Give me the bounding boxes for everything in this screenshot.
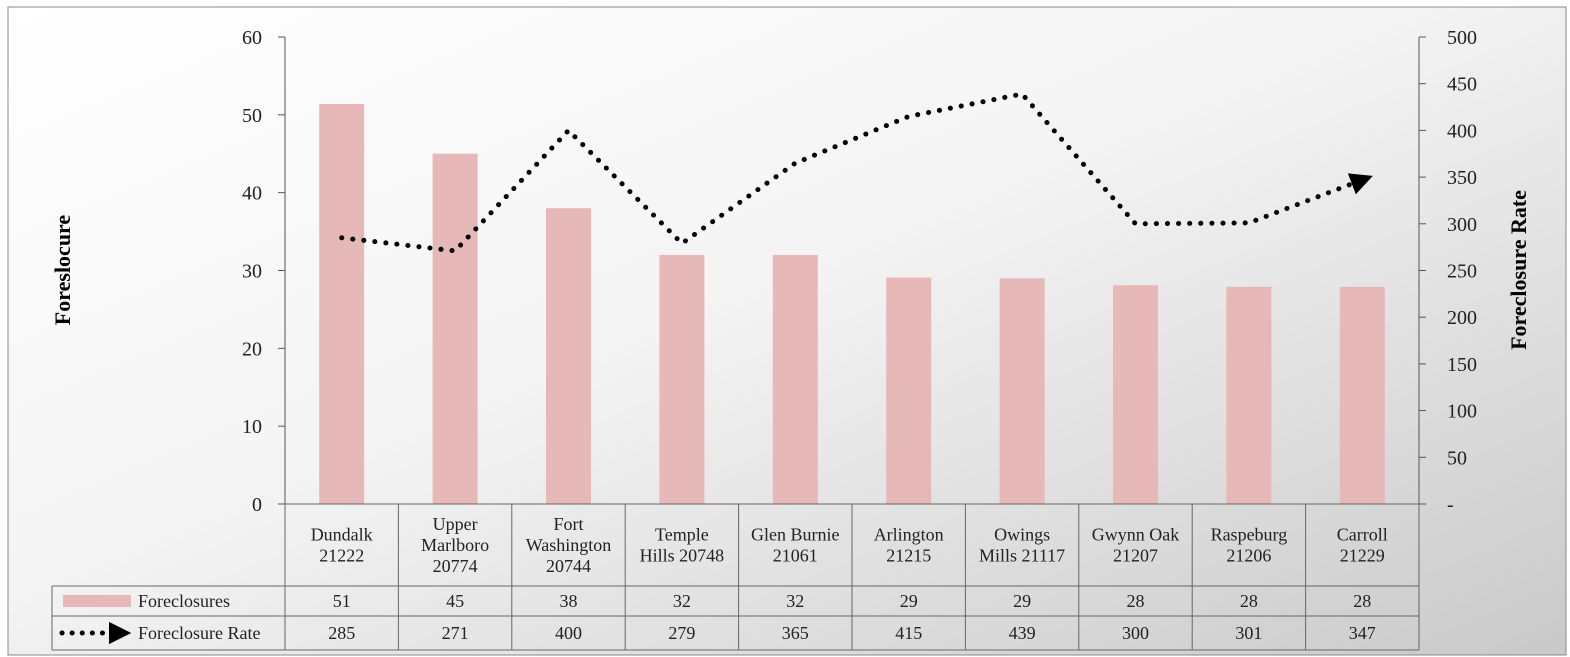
bar-foreclosures xyxy=(546,208,591,504)
table-value-foreclosure-rate: 285 xyxy=(328,623,355,643)
y-axis-title-left: Foreslocure xyxy=(50,215,75,326)
category-label: Dundalk xyxy=(311,525,373,545)
bar-foreclosures xyxy=(659,254,705,504)
table-value-foreclosures: 29 xyxy=(900,591,918,611)
category-label: Mills 21117 xyxy=(979,546,1065,566)
legend-label-foreclosure-rate: Foreclosure Rate xyxy=(138,623,260,643)
bar-foreclosures xyxy=(1339,286,1385,504)
right-tick-label: 450 xyxy=(1447,74,1477,96)
table-value-foreclosure-rate: 439 xyxy=(1009,623,1036,643)
right-tick-label: 400 xyxy=(1447,120,1477,142)
category-label: Upper xyxy=(433,514,478,534)
table-value-foreclosures: 28 xyxy=(1240,591,1258,611)
category-label: Hills 20748 xyxy=(640,546,725,566)
category-label: Fort xyxy=(553,514,583,534)
category-label: 21061 xyxy=(773,546,818,566)
right-tick-label: - xyxy=(1447,494,1454,516)
category-label: Marlboro xyxy=(421,535,489,555)
category-label: 20744 xyxy=(546,556,591,576)
table-value-foreclosures: 29 xyxy=(1013,591,1031,611)
left-tick-label: 10 xyxy=(242,416,262,438)
right-tick-label: 200 xyxy=(1447,307,1477,329)
category-label: Gwynn Oak xyxy=(1092,525,1180,545)
bar-foreclosures xyxy=(999,278,1045,504)
right-tick-label: 100 xyxy=(1447,401,1477,423)
left-tick-label: 0 xyxy=(252,494,262,516)
category-label: 21215 xyxy=(886,546,931,566)
table-value-foreclosure-rate: 271 xyxy=(442,623,469,643)
left-tick-label: 50 xyxy=(242,105,262,127)
table-value-foreclosure-rate: 415 xyxy=(895,623,922,643)
bars-layer xyxy=(319,103,1385,504)
category-label: Raspeburg xyxy=(1211,525,1288,545)
category-label: 20774 xyxy=(433,556,478,576)
foreclosure-rate-line xyxy=(339,91,1373,254)
legend-swatch-foreclosures xyxy=(63,595,131,607)
category-label: 21229 xyxy=(1340,546,1385,566)
category-label: 21207 xyxy=(1113,546,1158,566)
table-value-foreclosure-rate: 279 xyxy=(668,623,695,643)
table-value-foreclosure-rate: 365 xyxy=(782,623,809,643)
left-tick-label: 30 xyxy=(242,261,262,283)
line-layer xyxy=(339,91,1373,254)
bar-foreclosures xyxy=(772,254,818,504)
left-tick-label: 20 xyxy=(242,338,262,360)
table-value-foreclosures: 51 xyxy=(333,591,351,611)
category-label: Carroll xyxy=(1337,525,1388,545)
right-tick-label: 250 xyxy=(1447,261,1477,283)
category-label: Owings xyxy=(994,525,1050,545)
right-tick-label: 350 xyxy=(1447,167,1477,189)
table-value-foreclosure-rate: 301 xyxy=(1235,623,1262,643)
table-value-foreclosures: 32 xyxy=(786,591,804,611)
category-label: Washington xyxy=(526,535,612,555)
category-label: Arlington xyxy=(874,525,944,545)
table-value-foreclosure-rate: 400 xyxy=(555,623,582,643)
table-value-foreclosure-rate: 347 xyxy=(1349,623,1376,643)
right-tick-label: 150 xyxy=(1447,354,1477,376)
left-tick-label: 60 xyxy=(242,27,262,49)
table-value-foreclosures: 38 xyxy=(560,591,578,611)
left-tick-label: 40 xyxy=(242,183,262,205)
table-value-foreclosures: 32 xyxy=(673,591,691,611)
category-label: Glen Burnie xyxy=(751,525,839,545)
bar-foreclosures xyxy=(886,277,932,504)
axes-layer: 0 10 20 30 40 50 60 - 50 100 150 200 250 300 350 400 450… xyxy=(242,27,1477,516)
bar-foreclosures xyxy=(319,103,365,504)
legend-label-foreclosures: Foreclosures xyxy=(138,591,230,611)
category-label: 21206 xyxy=(1226,546,1271,566)
bar-foreclosures xyxy=(1113,285,1158,504)
category-label: Temple xyxy=(655,525,709,545)
y-axis-title-right: Foreclosure Rate xyxy=(1506,190,1531,350)
axis-titles: Foreslocure Foreclosure Rate xyxy=(50,190,1531,350)
right-tick-label: 50 xyxy=(1447,447,1467,469)
right-tick-label: 300 xyxy=(1447,214,1477,236)
table-value-foreclosures: 45 xyxy=(446,591,464,611)
bar-foreclosures xyxy=(1226,286,1272,504)
table-value-foreclosures: 28 xyxy=(1127,591,1145,611)
right-tick-label: 500 xyxy=(1447,27,1477,49)
table-value-foreclosures: 28 xyxy=(1353,591,1371,611)
category-label: 21222 xyxy=(319,546,364,566)
bar-foreclosures xyxy=(432,153,478,504)
table-value-foreclosure-rate: 300 xyxy=(1122,623,1149,643)
